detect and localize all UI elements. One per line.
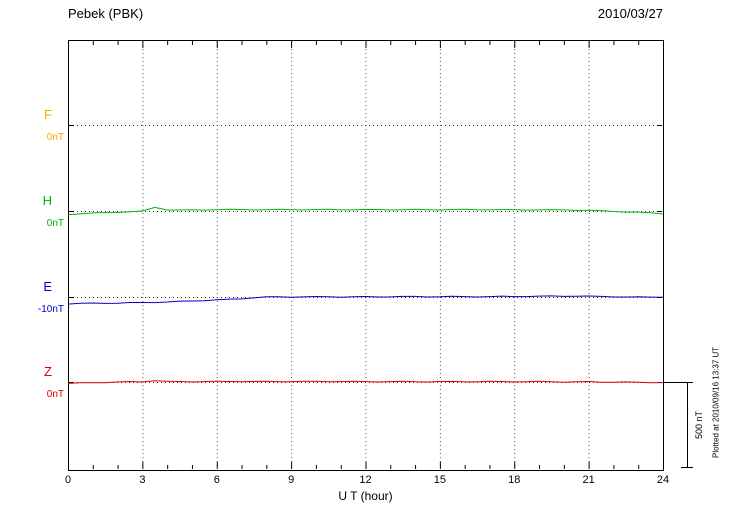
channel-baseline-f: 0nT xyxy=(46,132,64,143)
channel-label-h: H xyxy=(42,193,52,208)
x-tick-label: 21 xyxy=(582,474,595,486)
channel-label-e: E xyxy=(43,279,52,294)
plot-border xyxy=(68,40,664,471)
trace-h xyxy=(67,206,664,216)
channel-baseline-z: 0nT xyxy=(46,389,64,400)
channel-baseline-h: 0nT xyxy=(46,218,64,229)
plot-date: 2010/03/27 xyxy=(597,6,663,21)
station-title: Pebek (PBK) xyxy=(68,6,144,21)
x-tick-label: 3 xyxy=(139,474,146,486)
plotted-at-note: Plotted at 2010/09/16 13:37 UT xyxy=(711,346,721,458)
trace-z xyxy=(67,380,664,384)
channel-label-z: Z xyxy=(44,364,52,379)
x-tick-label: 12 xyxy=(359,474,372,486)
x-tick-label: 15 xyxy=(433,474,446,486)
channel-baseline-e: -10nT xyxy=(37,304,64,315)
x-tick-label: 18 xyxy=(508,474,521,486)
x-tick-label: 6 xyxy=(213,474,220,486)
scale-bar-label: 500 nT xyxy=(694,410,704,439)
x-axis-label: U T (hour) xyxy=(338,489,393,503)
x-tick-label: 0 xyxy=(64,474,72,486)
x-tick-label: 9 xyxy=(288,474,295,486)
x-tick-label: 24 xyxy=(656,474,670,486)
channel-label-f: F xyxy=(44,107,52,122)
trace-e xyxy=(67,295,664,305)
